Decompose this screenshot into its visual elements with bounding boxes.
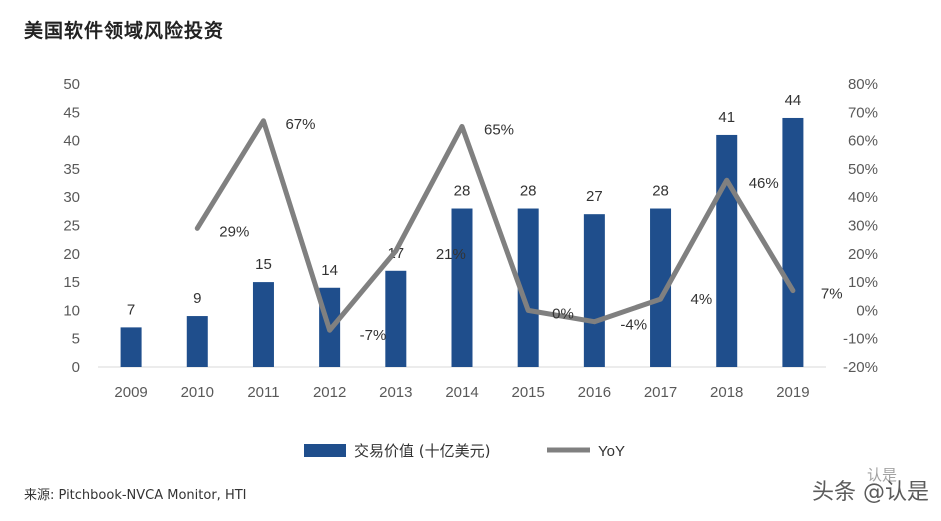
y-right-tick-label: 10% — [848, 274, 878, 291]
bar — [186, 316, 208, 367]
y-left-tick-label: 35 — [63, 161, 80, 178]
bar-value-label: 41 — [718, 109, 735, 126]
yoy-value-label: 7% — [821, 286, 843, 303]
watermark: 头条 @认是 — [812, 480, 929, 505]
bar-value-label: 28 — [454, 183, 471, 200]
y-left-tick-label: 5 — [72, 331, 80, 348]
y-right-tick-label: 50% — [848, 161, 878, 178]
bar-value-label: 28 — [652, 183, 669, 200]
bar-value-label: 7 — [127, 301, 135, 318]
bar-value-label: 44 — [785, 92, 802, 109]
yoy-value-label: 29% — [219, 223, 249, 240]
y-right-tick-label: 30% — [848, 218, 878, 235]
x-tick-label: 2013 — [379, 384, 412, 401]
yoy-value-label: -7% — [360, 327, 387, 344]
bar — [716, 134, 738, 367]
y-left-tick-label: 40 — [63, 133, 80, 150]
x-tick-label: 2018 — [710, 384, 743, 401]
x-tick-label: 2019 — [776, 384, 809, 401]
chart-title: 美国软件领域风险投资 — [24, 20, 225, 42]
x-tick-label: 2009 — [114, 384, 147, 401]
bar — [252, 282, 274, 367]
y-right-tick-label: 20% — [848, 246, 878, 263]
bar-value-label: 14 — [321, 262, 338, 279]
y-right-tick-label: 40% — [848, 189, 878, 206]
y-left-tick-label: 0 — [72, 359, 80, 376]
bar — [120, 327, 142, 367]
x-tick-label: 2016 — [578, 384, 611, 401]
legend-line-label: YoY — [598, 443, 625, 460]
yoy-value-label: -4% — [620, 317, 647, 334]
y-left-tick-label: 10 — [63, 302, 80, 319]
bar — [517, 208, 539, 367]
legend-bar-label: 交易价值 (十亿美元) — [354, 442, 490, 460]
y-left-tick-label: 15 — [63, 274, 80, 291]
bar — [451, 208, 473, 367]
x-tick-label: 2017 — [644, 384, 677, 401]
source-note: 来源: Pitchbook-NVCA Monitor, HTI — [24, 488, 247, 503]
yoy-value-label: 46% — [749, 175, 779, 192]
yoy-value-label: 67% — [285, 116, 315, 133]
yoy-value-label: 4% — [691, 291, 713, 308]
bar-value-label: 15 — [255, 256, 272, 273]
y-left-tick-label: 50 — [63, 76, 80, 93]
y-right-tick-label: 80% — [848, 76, 878, 93]
bar — [385, 270, 407, 367]
yoy-value-label: 0% — [552, 305, 574, 322]
y-right-tick-label: -20% — [843, 359, 878, 376]
x-tick-label: 2012 — [313, 384, 346, 401]
x-tick-label: 2015 — [511, 384, 544, 401]
bar — [782, 117, 804, 368]
y-left-tick-label: 25 — [63, 218, 80, 235]
y-right-tick-label: -10% — [843, 331, 878, 348]
bar — [583, 214, 605, 367]
y-left-tick-label: 45 — [63, 104, 80, 121]
x-tick-label: 2014 — [445, 384, 478, 401]
y-right-tick-label: 0% — [856, 302, 878, 319]
y-right-tick-label: 60% — [848, 133, 878, 150]
yoy-value-label: 65% — [484, 121, 514, 138]
bar-value-label: 28 — [520, 183, 537, 200]
yoy-line — [194, 118, 796, 333]
legend-bar-swatch — [304, 444, 346, 457]
yoy-value-label: 21% — [436, 246, 466, 263]
y-left-tick-label: 30 — [63, 189, 80, 206]
y-right-tick-label: 70% — [848, 104, 878, 121]
bar-value-label: 9 — [193, 290, 201, 307]
bar-value-label: 27 — [586, 188, 603, 205]
x-tick-label: 2010 — [181, 384, 214, 401]
watermark-logo: 认是 — [866, 466, 897, 484]
bar — [650, 208, 672, 367]
x-tick-label: 2011 — [247, 384, 279, 401]
y-left-tick-label: 20 — [63, 246, 80, 263]
